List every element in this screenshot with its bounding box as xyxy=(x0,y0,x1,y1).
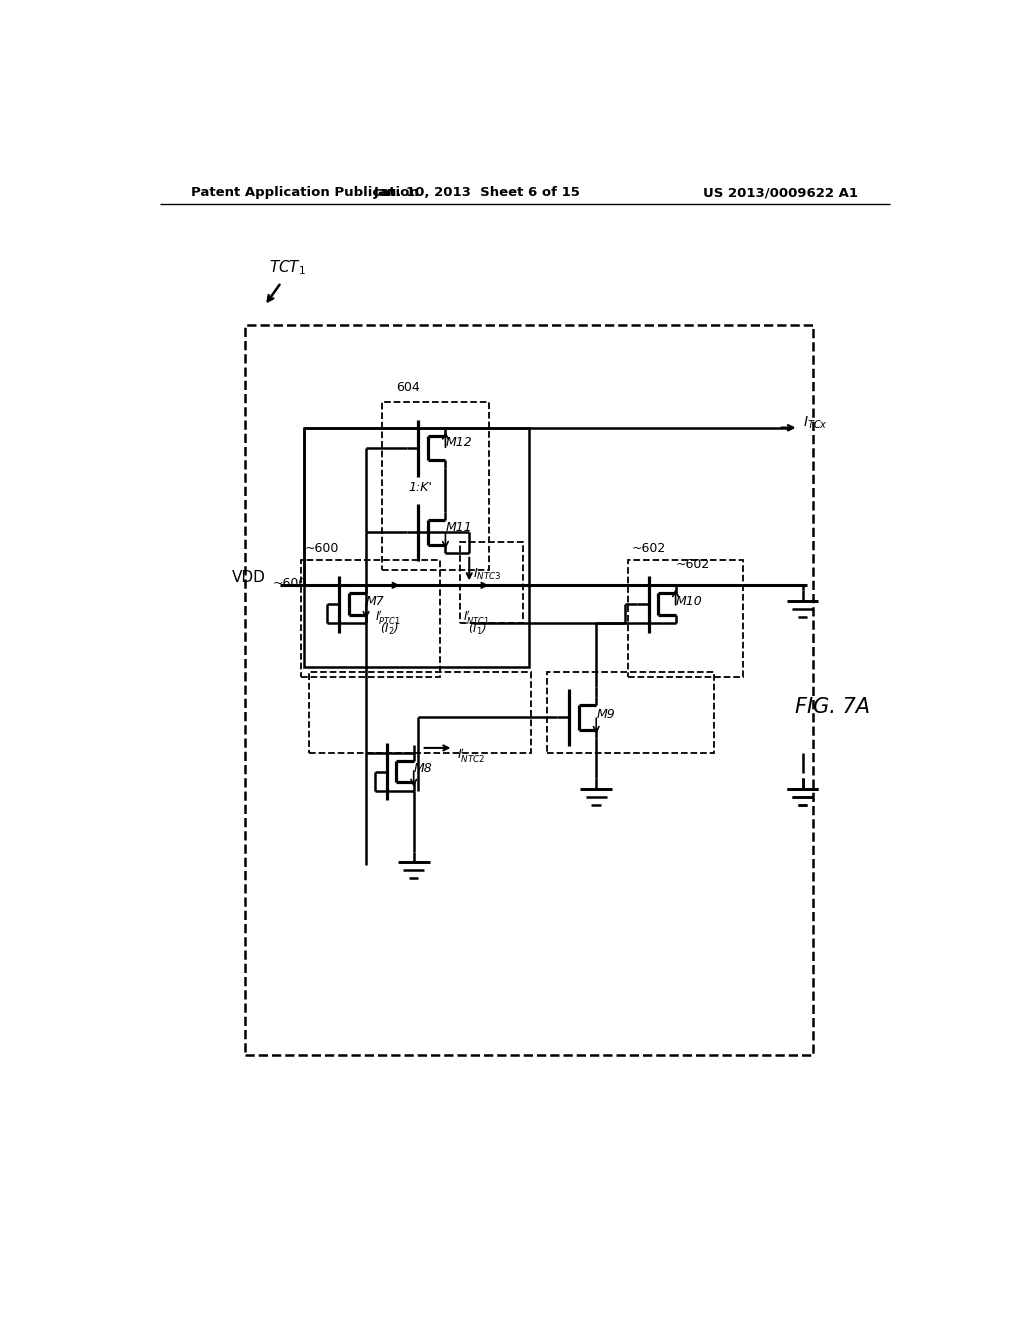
Bar xyxy=(309,672,531,752)
Text: FIG. 7A: FIG. 7A xyxy=(795,697,869,717)
Text: VDD: VDD xyxy=(231,570,265,585)
Text: I$_{NTC1}'$: I$_{NTC1}'$ xyxy=(463,607,489,626)
Bar xyxy=(460,541,523,623)
Text: (I$_1$): (I$_1$) xyxy=(468,620,487,638)
Text: M9: M9 xyxy=(596,708,615,721)
Text: ~602: ~602 xyxy=(676,558,710,572)
Text: M12: M12 xyxy=(445,437,472,450)
Text: M10: M10 xyxy=(676,594,702,607)
Bar xyxy=(301,560,440,677)
Bar xyxy=(382,403,489,570)
Text: M8: M8 xyxy=(414,762,432,775)
Bar xyxy=(304,428,528,667)
Text: I$_{NTC2}'$: I$_{NTC2}'$ xyxy=(458,746,485,764)
Text: ~602: ~602 xyxy=(632,541,667,554)
Bar xyxy=(246,325,813,1055)
Text: ~600: ~600 xyxy=(305,541,339,554)
Bar xyxy=(628,560,743,677)
Text: M7: M7 xyxy=(367,594,385,607)
Text: 604: 604 xyxy=(396,381,420,395)
Text: 1:K': 1:K' xyxy=(409,480,432,494)
Text: I$_{NTC3}$: I$_{NTC3}$ xyxy=(473,568,502,582)
Text: Jan. 10, 2013  Sheet 6 of 15: Jan. 10, 2013 Sheet 6 of 15 xyxy=(374,186,581,199)
Text: (I$_2$): (I$_2$) xyxy=(380,620,399,638)
Text: ~600: ~600 xyxy=(273,577,307,590)
Text: Patent Application Publication: Patent Application Publication xyxy=(191,186,419,199)
Text: TCT$_1$: TCT$_1$ xyxy=(269,257,306,276)
Text: I$_{TCx}$: I$_{TCx}$ xyxy=(803,414,827,430)
Text: US 2013/0009622 A1: US 2013/0009622 A1 xyxy=(703,186,858,199)
Bar xyxy=(547,672,714,752)
Text: M11: M11 xyxy=(445,521,472,533)
Text: I$_{PTC1}'$: I$_{PTC1}'$ xyxy=(375,607,400,626)
